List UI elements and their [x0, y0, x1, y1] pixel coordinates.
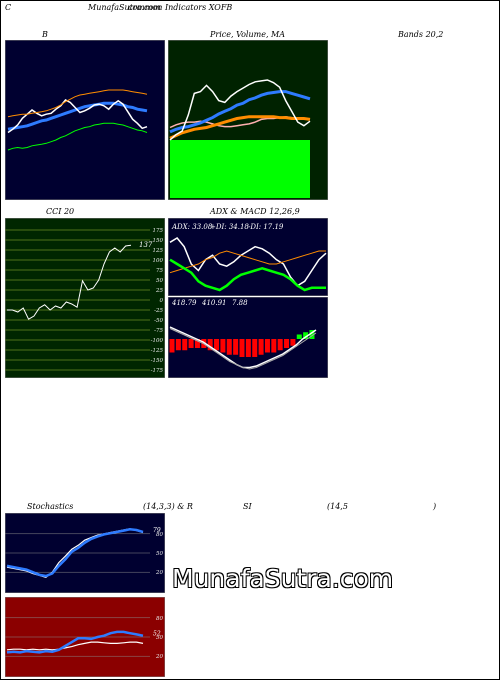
rsi-label: SI — [243, 502, 252, 511]
orange-ma-line — [169, 115, 311, 140]
header-title: common Indicators XOFB — [128, 3, 233, 12]
macd-histogram-bar — [258, 339, 264, 355]
minus-di-line — [169, 258, 326, 292]
rsi-line — [6, 630, 144, 654]
cci-tick-label: 25 — [155, 288, 163, 294]
cci-tick-label: 75 — [156, 268, 163, 274]
macd-histogram-bar — [182, 339, 188, 351]
cci-tick-label: 125 — [153, 248, 164, 254]
stochastics-tick-label: 50 — [156, 551, 163, 557]
panel-background — [5, 218, 165, 378]
stochastics-k-line — [6, 528, 144, 578]
macd-chart: 418.79 410.91 7.88 — [168, 297, 328, 378]
cci-tick-label: 0 — [160, 298, 164, 304]
volume-block — [170, 140, 310, 198]
bollinger-chart — [5, 40, 165, 200]
macd-histogram-bar — [175, 339, 181, 351]
header-letter: C — [5, 3, 12, 12]
macd-histogram-bar — [233, 339, 239, 355]
bollinger-upper-band — [7, 122, 148, 151]
signal-line — [169, 328, 317, 370]
price-line — [169, 79, 311, 141]
macd-panel: 418.79 410.91 7.88 — [168, 297, 328, 378]
cci-label: CCI 20 — [46, 207, 75, 216]
rsi-last-value: 52 — [153, 631, 161, 638]
cci-tick-label: -175 — [151, 368, 164, 374]
macd-histogram-bar — [271, 339, 277, 353]
panel-background — [5, 40, 165, 200]
blue-ma-line — [169, 90, 311, 134]
cci-tick-label: -100 — [151, 338, 164, 344]
price-volume-chart — [168, 40, 328, 200]
macd-histogram-bar — [252, 339, 258, 357]
bollinger-price-line — [7, 99, 148, 134]
macd-histogram-bar — [188, 339, 194, 348]
macd-histogram-bar — [290, 339, 296, 346]
stochastics-params: (14,3,3) & R — [143, 502, 193, 511]
adx-chart: ADX: 33.08+DI: 34.18 -DI: 17.19 — [168, 218, 328, 296]
macd-histogram-bar — [220, 339, 226, 353]
cci-tick-label: 50 — [156, 278, 163, 284]
macd-histogram-bar — [309, 330, 315, 339]
cci-tick-label: -25 — [154, 308, 163, 314]
cci-chart: 175 150 125 100 75 50 25 0 -25 -50 -75 -100 -125 -150… — [5, 218, 165, 378]
header-site: MunafaSutra.com — [88, 3, 161, 12]
bollinger-label: B — [42, 30, 48, 39]
adx-readout-value: ADX: 33.08 — [171, 223, 213, 231]
plus-di-line — [169, 250, 326, 274]
rsi-avg-line — [6, 641, 144, 651]
cci-tick-label: 150 — [153, 238, 164, 244]
adx-readout-value: +DI: 34.18 — [210, 223, 249, 231]
macd-histogram-bar — [239, 339, 245, 357]
macd-histogram-bar — [194, 339, 200, 348]
macd-histogram-bar — [226, 339, 232, 355]
stochastics-tick-label: 80 — [156, 532, 163, 538]
macd-histogram-bar — [303, 332, 309, 339]
rsi-tick-label: 80 — [156, 616, 163, 622]
rsi-chart: 80 50 20 52 — [5, 597, 165, 677]
macd-histogram-bar — [264, 339, 270, 353]
macd-histogram-bar — [296, 334, 302, 339]
rsi-params: (14,5 — [327, 502, 348, 511]
stochastics-chart: 80 50 20 79 — [5, 513, 165, 593]
cci-line — [7, 244, 132, 320]
macd-histogram-bar — [214, 339, 220, 351]
cci-tick-label: 100 — [153, 258, 164, 264]
bands-label: Bands 20,2 — [398, 30, 444, 39]
cci-panel: 175 150 125 100 75 50 25 0 -25 -50 -75 -100 -125 -150… — [5, 218, 165, 378]
stochastics-label: Stochastics — [27, 502, 74, 511]
rsi-tick-label: 50 — [156, 635, 163, 641]
macd-readout-value: 418.79 — [171, 299, 197, 307]
stochastics-tick-label: 20 — [155, 570, 163, 576]
adx-readout-value: -DI: 17.19 — [248, 223, 284, 231]
cci-tick-label: -50 — [154, 318, 163, 324]
adx-line — [169, 237, 327, 287]
cci-last-value: 137 — [139, 241, 153, 249]
rsi-tick-label: 20 — [155, 654, 163, 660]
cci-tick-label: -75 — [154, 328, 163, 334]
rsi-close-paren: ) — [433, 502, 437, 511]
macd-histogram-bar — [207, 339, 213, 351]
macd-histogram-bar — [284, 339, 290, 348]
macd-histogram-bar — [169, 339, 175, 353]
macd-readout-value: 7.88 — [232, 299, 248, 307]
stochastics-last-value: 79 — [153, 527, 161, 534]
watermark: MunafaSutra.com — [172, 564, 394, 593]
cci-tick-label: -125 — [151, 348, 164, 354]
macd-readout-value: 410.91 — [201, 299, 227, 307]
rsi-panel: 80 50 20 52 — [5, 597, 165, 677]
bollinger-lower-band — [7, 89, 148, 118]
stochastics-panel: 80 50 20 79 — [5, 513, 165, 593]
macd-histogram-bar — [245, 339, 251, 357]
cci-tick-label: -150 — [151, 358, 164, 364]
bollinger-panel — [5, 40, 165, 200]
macd-histogram-bar — [277, 339, 283, 351]
adx-panel: ADX: 33.08 +DI: 34.18 -DI: 17.19 — [168, 218, 328, 296]
cci-tick-label: 175 — [153, 228, 164, 234]
adx-macd-label: ADX & MACD 12,26,9 — [210, 207, 300, 216]
price-label: Price, Volume, MA — [210, 30, 286, 39]
price-panel — [168, 40, 328, 200]
